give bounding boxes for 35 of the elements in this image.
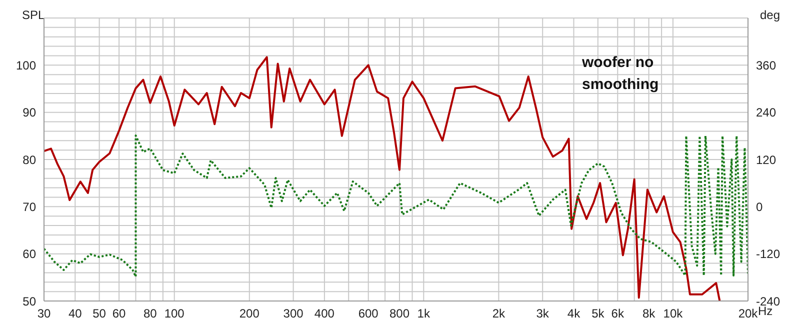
y-tick-label: 90 <box>22 106 36 120</box>
y2-axis-title: deg <box>760 8 780 22</box>
x-tick-label: 100 <box>164 306 185 321</box>
x-tick-label: 800 <box>389 306 410 321</box>
x-tick-label: 600 <box>358 306 379 321</box>
x-tick-label: 50 <box>92 306 106 321</box>
annotation: woofer no smoothing <box>582 53 660 95</box>
x-tick-label: 40 <box>68 306 82 321</box>
y2-tick-label: 0 <box>756 200 763 214</box>
x-tick-label: 3k <box>536 306 550 321</box>
x-tick-label: 5k <box>592 306 606 321</box>
x-tick-label: 4k <box>567 306 582 321</box>
x-tick-label: 80 <box>144 306 158 321</box>
y-tick-label: 70 <box>22 200 36 214</box>
y2-tick-label: 120 <box>756 152 776 167</box>
x-tick-label: 30 <box>37 306 51 321</box>
x-axis-title: Hz <box>758 304 773 318</box>
x-tick-label: 60 <box>112 306 126 321</box>
x-tick-label: 400 <box>314 306 335 321</box>
y2-tick-label: 240 <box>756 106 776 120</box>
y-tick-label: 60 <box>22 247 36 262</box>
x-tick-label: 200 <box>239 306 260 321</box>
x-tick-label: 1k <box>417 306 431 321</box>
x-tick-label: 6k <box>611 306 625 321</box>
x-tick-label: 20k <box>738 306 759 321</box>
x-tick-label: 10k <box>663 306 684 321</box>
y2-tick-label: -120 <box>756 247 780 262</box>
x-tick-label: 8k <box>642 306 656 321</box>
y-tick-label: 100 <box>16 58 36 72</box>
y-axis-title: SPL <box>22 8 45 22</box>
x-tick-label: 300 <box>283 306 304 321</box>
y2-tick-label: 360 <box>756 58 776 72</box>
y-tick-label: 50 <box>22 294 36 308</box>
y-tick-label: 80 <box>22 152 36 167</box>
x-tick-label: 2k <box>492 306 506 321</box>
